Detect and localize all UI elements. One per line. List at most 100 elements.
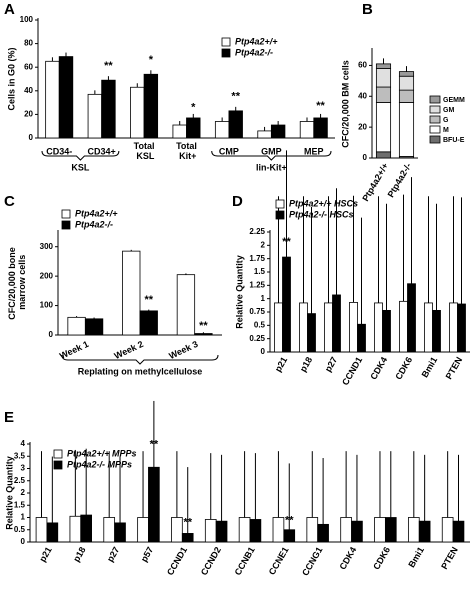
x-tick-label: p21 [273,355,289,373]
y-tick-label: 40 [358,91,367,100]
bar [457,303,466,353]
bar [299,302,308,353]
legend-swatch [429,105,441,114]
legend-label: Ptp4a2+/+ MPPs [67,448,137,458]
bar [58,56,74,139]
bar [351,520,363,543]
y-tick-label: 60 [24,62,33,71]
bar [171,517,183,543]
x-tick-label: p21 [37,545,53,563]
significance: ** [199,320,208,332]
legend-swatch [61,220,71,230]
legend-swatch [53,460,63,470]
bar [46,522,59,543]
x-tick-label: Week 2 [113,339,145,361]
bar [103,517,116,543]
y-tick-label: 0.5 [14,525,26,534]
legend-swatch [275,199,285,209]
bar [332,294,341,353]
bar-segment [375,68,392,88]
bar [87,93,103,139]
legend-label: G [443,117,449,124]
bar [228,110,243,139]
bar [257,130,272,139]
y-tick-label: 20 [24,110,33,119]
x-tick-label: CCND2 [199,545,223,577]
bar [194,333,213,336]
y-tick-label: 20 [358,122,367,131]
bar-segment [375,63,392,69]
significance: ** [104,60,113,72]
x-tick-label: CDK4 [368,355,389,381]
y-tick-label: 0 [21,537,26,546]
panel-label: A [4,1,15,18]
group-label: KSL [71,162,90,172]
x-tick-label: Bmi1 [406,545,426,569]
legend-label: Ptp4a2-/- HSCs [289,209,354,219]
bar [313,117,328,139]
significance: ** [282,236,291,248]
group-label: lin-Kit+ [256,162,287,172]
legend-swatch [221,37,231,47]
y-tick-label: 1 [21,513,26,522]
y-tick-label: 1.75 [249,254,265,263]
bar [340,517,352,543]
panel-label: E [4,409,14,426]
bar [407,283,416,353]
bar [384,517,397,543]
bar-segment [375,151,392,159]
x-tick-label: CCND1 [165,545,189,577]
bar [204,519,217,543]
y-tick-label: 3 [21,464,26,473]
significance: ** [150,438,159,450]
panel-label: D [232,193,243,210]
bar [35,517,48,543]
bar [306,517,319,543]
bar [139,310,158,336]
bar [122,250,141,336]
bar [449,302,458,353]
x-tick-label: CDK6 [371,545,392,571]
group-bracket [211,150,332,161]
legend-label: Ptp4a2-/- [235,47,273,57]
significance: ** [183,517,192,529]
x-tick-label: CCND1 [340,355,364,387]
y-tick-label: 2 [21,488,26,497]
legend-label: Ptp4a2+/+ HSCs [289,198,358,208]
y-tick-label: 2 [261,240,266,249]
bar [148,466,160,543]
y-tick-label: 200 [40,271,54,280]
y-tick-label: 1.25 [249,280,265,289]
bar [101,79,116,139]
bar [407,517,420,543]
y-tick-label: 0 [261,347,266,356]
x-tick-label: Total KSL [134,141,155,161]
legend-swatch [429,115,441,124]
y-tick-label: 0 [363,153,368,162]
bar-segment [398,75,415,91]
y-tick-label: 3.5 [14,451,26,460]
y-tick-label: 60 [358,61,367,70]
bar [130,86,145,139]
legend-label: GM [443,107,454,114]
bar [172,124,187,139]
y-tick-label: 100 [40,301,54,310]
panel-label: B [362,1,373,18]
x-tick-label: CMP [219,146,239,156]
bar [357,323,366,353]
bar-segment [375,86,392,103]
x-tick-label: MEP [304,146,324,156]
significance: ** [144,294,153,306]
y-tick-label: 40 [24,86,33,95]
bar [270,124,286,139]
bar-segment [375,102,392,153]
bar [67,316,86,336]
x-tick-label: GMP [261,146,282,156]
significance: ** [316,100,325,112]
significance: * [149,54,154,66]
legend-swatch [275,210,285,220]
bar [374,517,386,543]
bar-segment [398,102,415,157]
legend-label: Ptp4a2+/+ [75,208,118,218]
